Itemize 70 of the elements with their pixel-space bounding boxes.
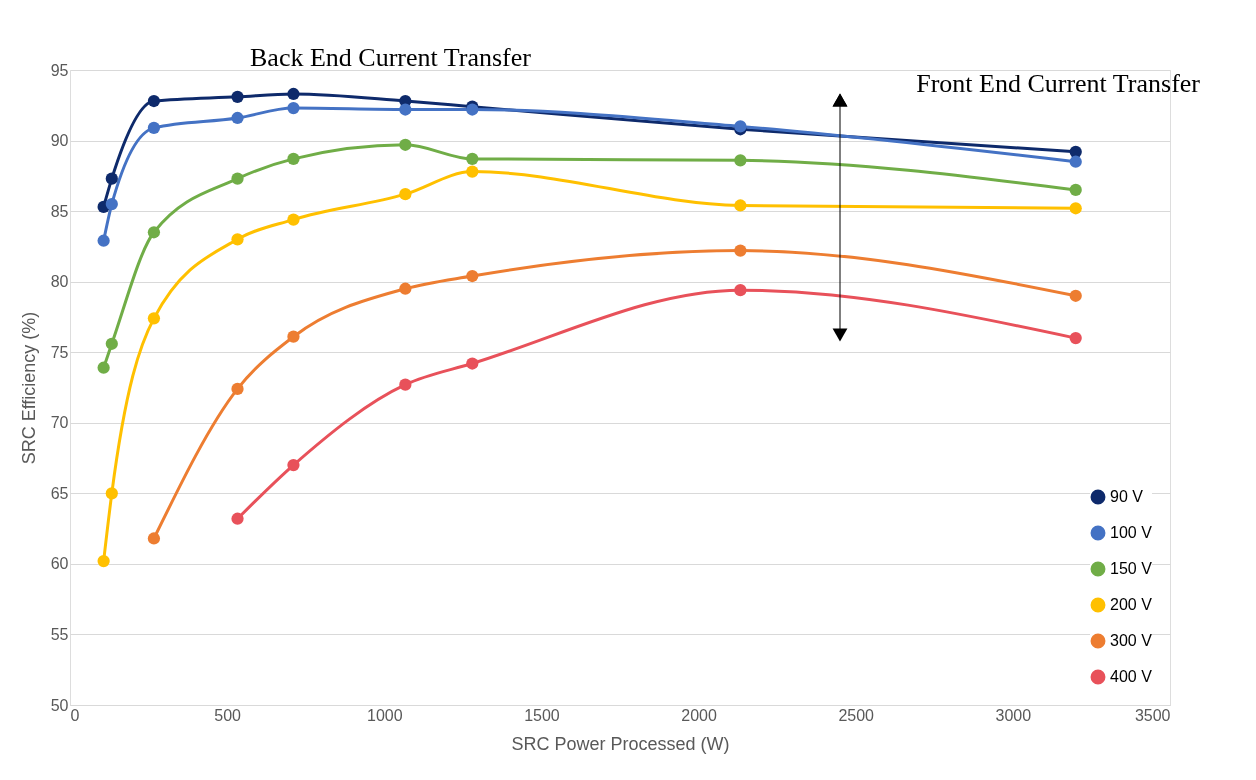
point [105,197,118,211]
point [399,282,412,295]
point [734,199,747,212]
x-tick-label: 3000 [995,706,1032,724]
point [734,284,747,297]
legend-label: 200 V [1110,596,1153,613]
point [147,94,161,108]
point [231,90,244,103]
point [466,357,479,370]
x-tick-label: 1500 [524,706,560,724]
legend-label: 90 V [1110,488,1144,505]
point [734,154,747,167]
x-axis-title: SRC Power Processed (W) [511,733,730,754]
y-tick-label: 90 [50,132,69,150]
y-tick-label: 80 [50,273,69,291]
y-tick-label: 65 [50,484,69,502]
point [105,337,118,350]
point [97,361,110,374]
point [147,312,161,325]
annotation: Front End Current Transfer [916,69,1201,98]
point [231,512,244,525]
point [287,101,300,115]
point [231,172,244,185]
point [399,138,412,151]
legend-label: 300 V [1110,632,1153,649]
x-tick-label: 1000 [366,706,403,724]
point [287,87,300,101]
x-tick-label: 2000 [681,706,717,724]
point [734,244,747,257]
point [147,121,161,134]
point [147,532,161,545]
point [1069,202,1082,215]
point [1069,289,1082,302]
point [147,226,161,239]
point [231,233,244,246]
y-tick-label: 70 [50,414,69,432]
y-tick-label: 60 [50,555,69,573]
point [399,103,412,116]
point [1069,332,1082,345]
y-tick-label: 85 [50,202,69,220]
point [287,330,300,343]
point [105,172,118,185]
y-axis-title: SRC Efficiency (%) [18,311,39,465]
point [1069,155,1082,168]
legend-label: 400 V [1110,668,1153,685]
legend-label: 150 V [1110,560,1153,577]
annotation: Back End Current Transfer [250,43,532,72]
point [97,554,110,568]
point [105,487,118,500]
point [287,213,300,226]
x-tick-label: 0 [70,706,80,724]
point [399,188,412,201]
point [466,152,479,166]
point [466,269,479,283]
point [287,152,300,166]
point [466,165,479,178]
y-tick-label: 95 [50,61,69,79]
y-tick-label: 55 [50,625,69,643]
legend-label: 100 V [1110,524,1153,541]
y-tick-label: 50 [50,696,69,714]
point [287,459,300,472]
point [1069,183,1082,197]
point [399,378,412,391]
point [97,234,110,247]
x-tick-label: 2500 [838,706,875,724]
x-tick-label: 500 [214,706,242,724]
point [231,111,244,125]
y-tick-label: 75 [50,343,69,361]
x-tick-label: 3500 [1134,706,1171,724]
point [231,382,244,396]
